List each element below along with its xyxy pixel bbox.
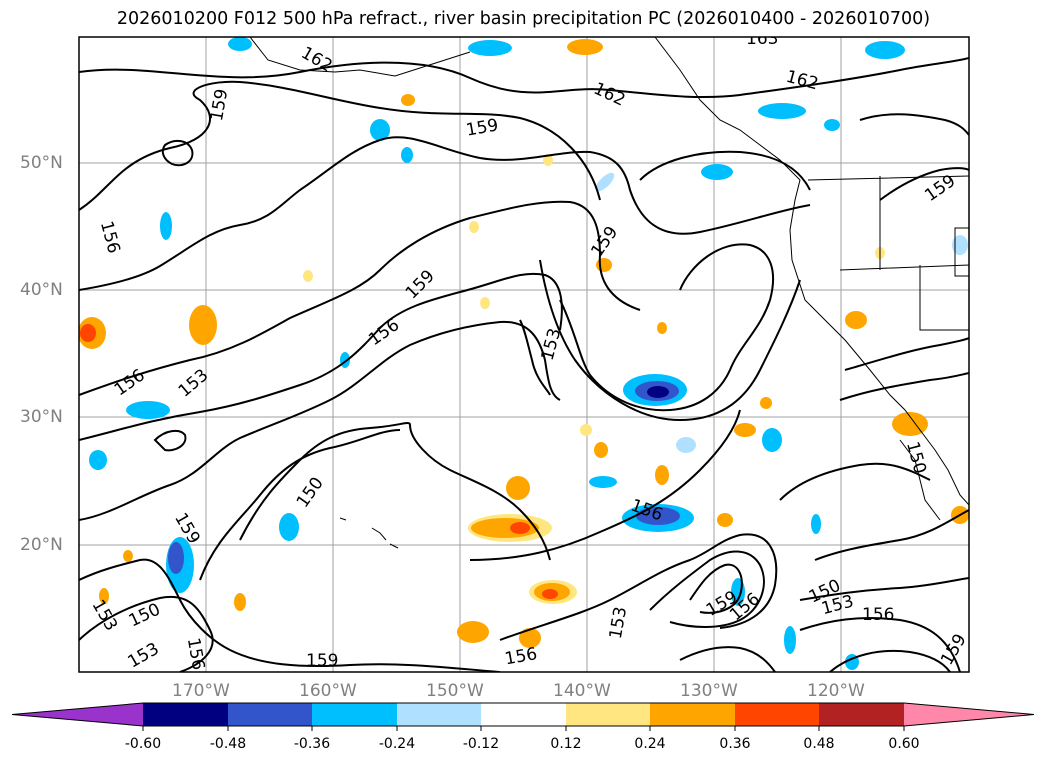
pos-patch bbox=[594, 442, 608, 458]
neg-patch bbox=[701, 164, 733, 180]
neg-patch bbox=[279, 513, 299, 541]
neg-patch bbox=[865, 41, 905, 59]
neg-patch bbox=[952, 235, 968, 255]
neg-patch bbox=[89, 450, 107, 470]
colorbar-segment bbox=[143, 703, 228, 726]
map-frame bbox=[78, 36, 970, 673]
colorbar-extend-low bbox=[12, 703, 143, 726]
neg-patch bbox=[762, 428, 782, 452]
pos-patch bbox=[845, 311, 867, 329]
pos-patch bbox=[734, 423, 756, 437]
pos-patch bbox=[480, 297, 490, 309]
pos-patch bbox=[657, 322, 667, 334]
neg-patch bbox=[824, 119, 840, 131]
colorbar-extend-high bbox=[904, 703, 1034, 726]
pos-patch bbox=[519, 628, 541, 648]
colorbar-tick-label: 0.24 bbox=[634, 736, 666, 752]
colorbar-segment bbox=[566, 703, 650, 726]
neg-patch bbox=[589, 476, 617, 488]
pos-patch bbox=[457, 621, 489, 643]
pos-patch bbox=[892, 412, 928, 436]
lat-label: 30°N bbox=[20, 407, 63, 427]
colorbar-tick-label: 0.48 bbox=[803, 736, 835, 752]
pos-patch bbox=[469, 221, 479, 233]
pos-patch bbox=[80, 324, 96, 342]
lon-label: 140°W bbox=[553, 681, 611, 701]
neg-patch bbox=[595, 172, 615, 192]
precip-shading bbox=[79, 37, 969, 670]
lat-label: 50°N bbox=[20, 153, 63, 173]
colorbar-tick-label: -0.48 bbox=[209, 736, 247, 752]
contour-label: 163 bbox=[746, 29, 778, 49]
lon-label: 160°W bbox=[299, 681, 357, 701]
pos-patch bbox=[123, 550, 133, 562]
colorbar-tick-label: -0.12 bbox=[462, 736, 500, 752]
neg-patch bbox=[636, 507, 680, 525]
contour-label: 156 bbox=[862, 605, 894, 625]
neg-patch bbox=[160, 212, 172, 240]
neg-patch bbox=[784, 626, 796, 654]
neg-patch bbox=[676, 437, 696, 453]
lat-label: 20°N bbox=[20, 535, 63, 555]
colorbar-tick-label: 0.60 bbox=[888, 736, 920, 752]
neg-patch bbox=[370, 119, 390, 141]
colorbar-segment bbox=[735, 703, 819, 726]
coastlines bbox=[249, 37, 969, 549]
colorbar-segment bbox=[228, 703, 312, 726]
colorbar-segment bbox=[650, 703, 735, 726]
pos-patch bbox=[542, 589, 558, 599]
pos-patch bbox=[510, 522, 530, 534]
lon-label: 120°W bbox=[807, 681, 865, 701]
colorbar-tick-label: -0.36 bbox=[293, 736, 331, 752]
map-title: 2026010200 F012 500 hPa refract., river … bbox=[116, 9, 931, 29]
pos-patch bbox=[506, 476, 530, 500]
pos-patch bbox=[234, 593, 246, 611]
colorbar-tick-label: -0.24 bbox=[378, 736, 416, 752]
colorbar bbox=[11, 702, 1035, 731]
graticule bbox=[79, 37, 969, 672]
colorbar-tick-label: 0.36 bbox=[719, 736, 751, 752]
pos-patch bbox=[567, 39, 603, 55]
neg-patch bbox=[401, 147, 413, 163]
colorbar-segment bbox=[397, 703, 481, 726]
neg-patch bbox=[168, 542, 184, 574]
pos-patch bbox=[189, 305, 217, 345]
neg-patch bbox=[811, 514, 821, 534]
pos-patch bbox=[717, 513, 733, 527]
lat-label: 40°N bbox=[20, 280, 63, 300]
colorbar-segment bbox=[819, 703, 904, 726]
neg-patch bbox=[647, 386, 669, 398]
neg-patch bbox=[758, 103, 806, 119]
colorbar-tick-label: 0.12 bbox=[550, 736, 582, 752]
lon-label: 150°W bbox=[426, 681, 484, 701]
map-background bbox=[79, 37, 969, 672]
neg-patch bbox=[468, 40, 512, 56]
lon-label: 170°W bbox=[172, 681, 230, 701]
neg-patch bbox=[228, 37, 252, 51]
pos-patch bbox=[760, 397, 772, 409]
colorbar-segment bbox=[312, 703, 397, 726]
pos-patch bbox=[99, 588, 109, 604]
pos-patch bbox=[401, 94, 415, 106]
pos-patch bbox=[303, 270, 313, 282]
colorbar-tick-label: -0.60 bbox=[124, 736, 162, 752]
contour-label: 159 bbox=[306, 651, 338, 671]
neg-patch bbox=[126, 401, 170, 419]
colorbar-segment bbox=[481, 703, 566, 726]
pos-patch bbox=[580, 424, 592, 436]
pos-patch bbox=[543, 154, 553, 166]
pos-patch bbox=[655, 465, 669, 485]
refractivity-contours bbox=[79, 57, 969, 672]
lon-label: 130°W bbox=[680, 681, 738, 701]
